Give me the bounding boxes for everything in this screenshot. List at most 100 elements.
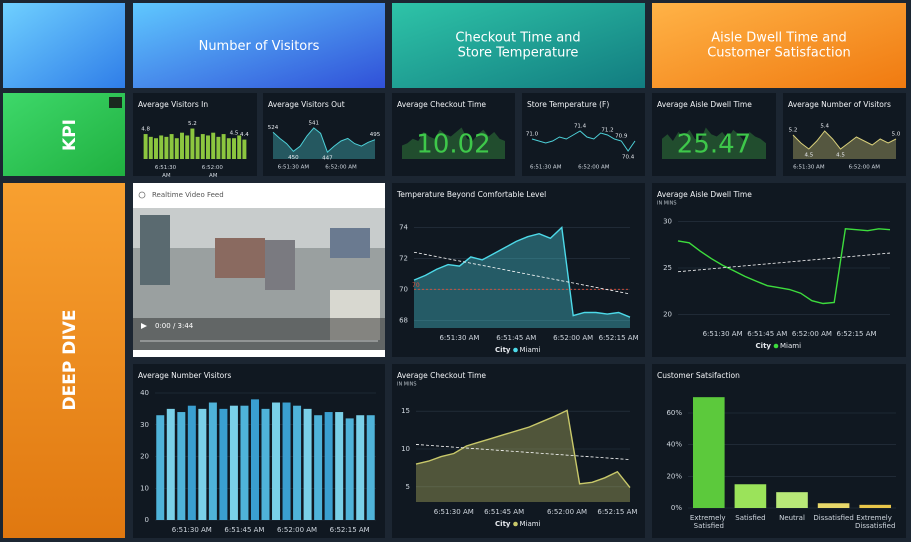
kpi-tile — [3, 93, 125, 176]
header-line: Customer Satisfaction — [707, 45, 851, 60]
data-label: 4.5 — [804, 153, 813, 159]
x-tick-label: Neutral — [779, 514, 805, 522]
bar — [293, 405, 302, 520]
bar — [169, 134, 174, 159]
video-shelf — [330, 228, 370, 258]
chart-title: Average Visitors Out — [268, 100, 345, 109]
x-tick-label: 6:52:00 AM — [849, 165, 881, 171]
x-tick-label: 6:51:30 AM — [703, 330, 743, 338]
line — [413, 226, 631, 318]
data-label: 450 — [288, 155, 299, 161]
kpi-label: KPI — [60, 119, 80, 151]
data-label: 541 — [309, 120, 320, 126]
data-label: 5.2 — [188, 121, 197, 127]
x-tick-label: 6:51:30 AM — [155, 165, 178, 179]
area — [416, 410, 630, 502]
trend-line — [413, 251, 631, 295]
panel — [133, 93, 257, 176]
bar — [242, 139, 247, 159]
x-tick-label: 6:52:15 AM — [597, 508, 637, 516]
x-tick-label: 6:52:00 AM — [792, 330, 832, 338]
bar — [216, 136, 221, 159]
chart-subtitle: IN MINS — [397, 382, 417, 388]
header-line: Number of Visitors — [199, 39, 320, 54]
bar — [817, 503, 850, 508]
bar — [208, 402, 217, 520]
label-line: Extremely — [690, 514, 728, 522]
bar — [261, 408, 270, 520]
bar — [314, 415, 323, 520]
x-tick-label: 6:52:00 AM — [553, 334, 593, 342]
y-tick-label: 70 — [399, 285, 408, 293]
chart-title: Temperature Beyond Comfortable Level — [396, 190, 546, 199]
x-tick-label: 6:51:45 AM — [496, 334, 536, 342]
legend-title: City — [756, 342, 772, 350]
bar — [195, 136, 200, 159]
line — [415, 409, 631, 489]
header-title: Checkout Time and Store Temperature — [455, 30, 580, 60]
header-line: Aisle Dwell Time and — [711, 30, 846, 45]
legend-swatch — [513, 347, 518, 353]
x-tick-label: 6:51:30 AM — [793, 165, 825, 171]
label-line: Dissatisfied — [855, 522, 895, 530]
x-tick-label: 6:51:45 AM — [484, 508, 524, 516]
data-label: 4.8 — [141, 127, 150, 133]
chart-title: Average Number Visitors — [138, 371, 231, 380]
area — [414, 227, 630, 328]
y-tick-label: 72 — [399, 254, 408, 262]
label-line: 6:51:30 — [155, 165, 178, 171]
y-tick-label: 25 — [663, 264, 672, 272]
icon — [138, 191, 146, 199]
y-tick-label: 10 — [401, 445, 410, 453]
video-shelf — [215, 238, 265, 278]
bar — [190, 128, 195, 159]
trend-line — [415, 444, 631, 460]
area — [402, 127, 505, 159]
bar — [237, 135, 242, 159]
y-tick-label: 5 — [406, 483, 410, 491]
header-tile — [133, 3, 385, 88]
bar — [240, 405, 249, 520]
chart-title: Average Checkout Time — [397, 100, 486, 109]
video-counter — [330, 290, 380, 340]
bar — [156, 415, 165, 520]
panel — [652, 93, 776, 176]
menu-button[interactable] — [109, 97, 122, 108]
y-tick-label: 15 — [401, 407, 410, 415]
x-tick-label: Dissatisfied — [813, 514, 853, 522]
y-tick-label: 20% — [666, 472, 682, 480]
bar — [221, 134, 226, 159]
area — [793, 131, 896, 159]
bar — [159, 135, 164, 159]
bar — [177, 412, 186, 520]
data-label: 5.2 — [789, 128, 798, 134]
legend-label: Miami — [520, 520, 541, 528]
bar — [226, 138, 231, 159]
y-tick-label: 68 — [399, 316, 408, 324]
play-button[interactable] — [141, 323, 147, 329]
chart-title: Store Temperature (F) — [527, 100, 609, 109]
legend-title: City — [495, 520, 511, 528]
bar — [692, 397, 725, 508]
video-controls — [133, 318, 385, 350]
deep-dive-label: DEEP DIVE — [60, 310, 80, 411]
trend-line — [677, 252, 891, 273]
video-shelf — [265, 240, 295, 290]
label-line: 6:52:00 — [202, 165, 225, 171]
data-label: 5.0 — [892, 132, 901, 138]
y-tick-label: 40% — [666, 441, 682, 449]
x-tick-label: 6:51:30 AM — [172, 526, 212, 534]
video-shelf — [140, 215, 170, 285]
x-tick-label: 6:51:30 AM — [278, 165, 310, 171]
panel — [392, 364, 645, 538]
chart-title: Average Checkout Time — [397, 371, 486, 380]
y-tick-label: 0 — [145, 516, 149, 524]
bar — [200, 134, 205, 159]
x-tick-label: 6:52:00 AM — [325, 165, 357, 171]
y-tick-label: 30 — [140, 421, 149, 429]
data-label: 70.9 — [615, 134, 628, 140]
legend-label: Miami — [780, 342, 801, 350]
video-title: Realtime Video Feed — [152, 191, 224, 199]
data-label: 4.5 — [836, 153, 845, 159]
